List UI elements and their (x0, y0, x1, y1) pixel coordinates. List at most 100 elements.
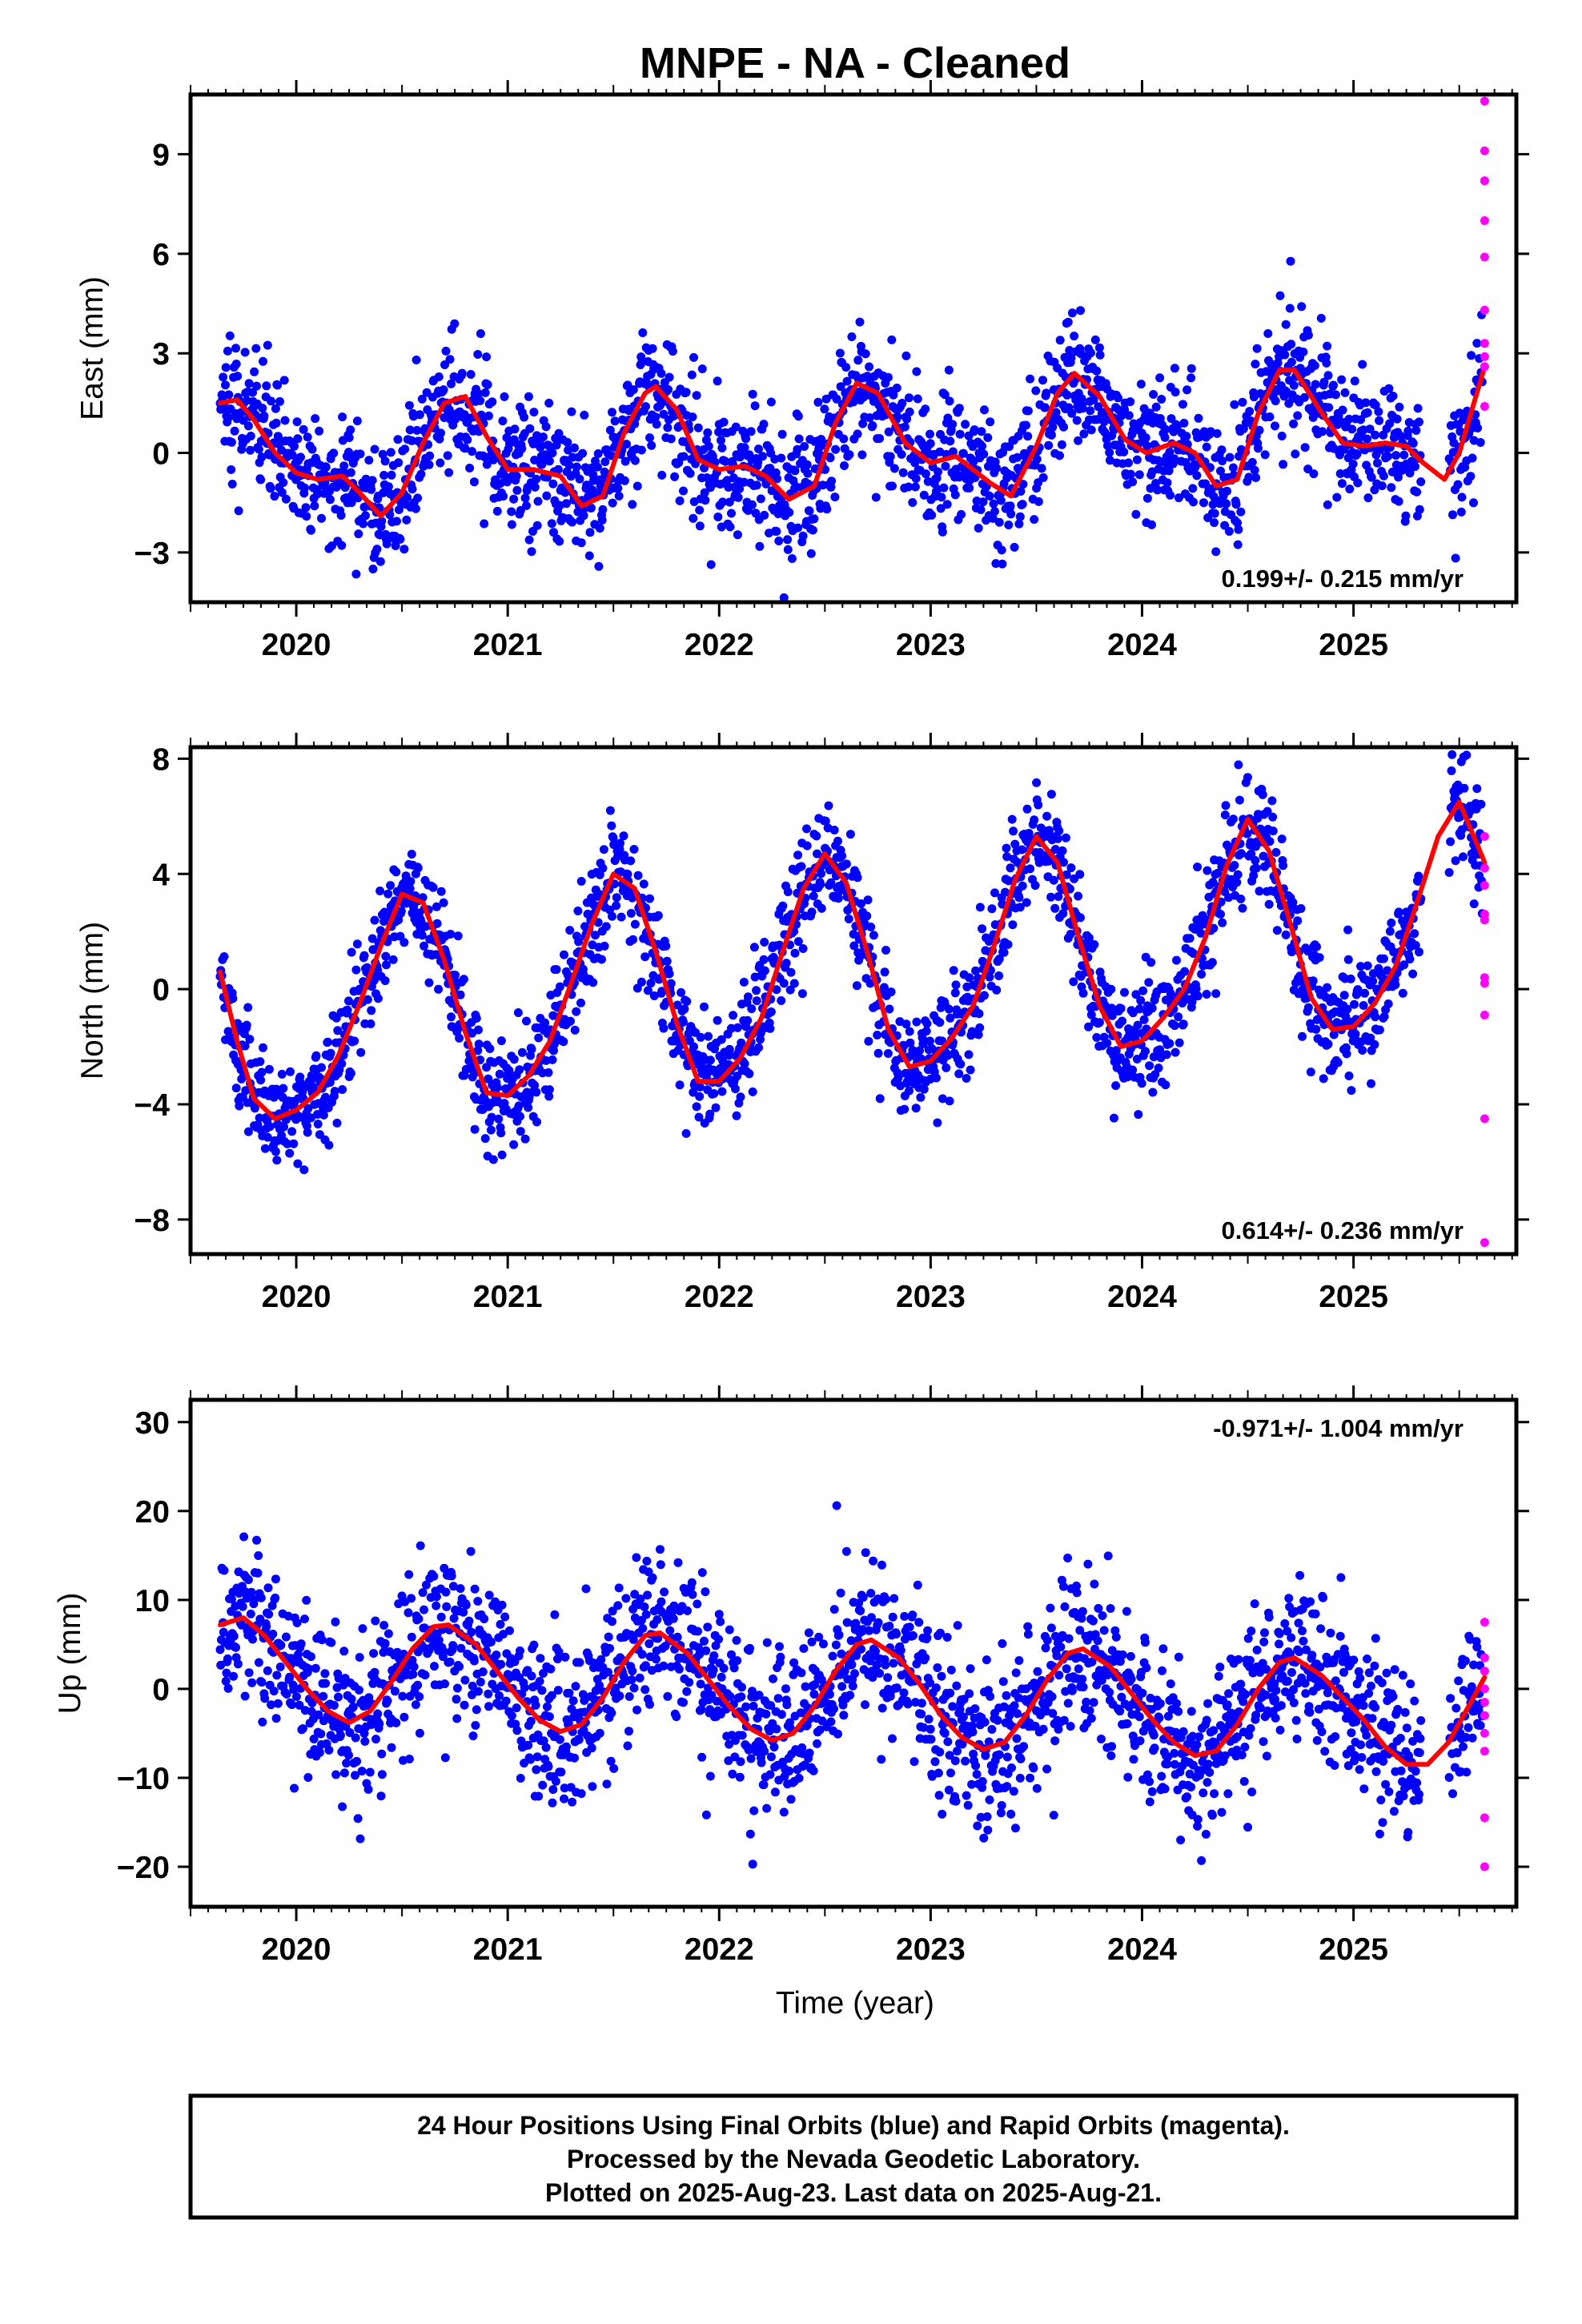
north-final-point (1030, 815, 1039, 825)
north-final-point (1351, 1029, 1360, 1039)
north-final-point (1255, 887, 1264, 896)
east-final-point (1124, 411, 1134, 420)
up-final-point (331, 1770, 341, 1779)
north-final-point (1042, 811, 1052, 821)
east-final-point (483, 380, 492, 389)
east-final-point (965, 483, 974, 493)
north-final-point (496, 1036, 506, 1046)
north-final-point (809, 891, 818, 901)
up-final-point (222, 1668, 231, 1678)
north-final-point (966, 1065, 975, 1075)
east-final-point (1277, 432, 1287, 440)
up-final-point (271, 1714, 281, 1723)
east-final-point (1153, 485, 1162, 495)
north-final-point (396, 907, 406, 916)
east-final-point (593, 449, 603, 458)
north-final-point (1312, 942, 1321, 951)
up-final-point (317, 1635, 327, 1645)
north-data-layer (215, 750, 1489, 1248)
north-final-point (474, 1025, 483, 1035)
north-rapid-point (1480, 915, 1489, 925)
east-final-point (614, 491, 624, 501)
east-final-point (1070, 332, 1079, 341)
north-x-tick-label: 2023 (896, 1280, 966, 1314)
north-final-point (1339, 991, 1349, 1000)
east-final-point (1338, 405, 1347, 415)
north-final-point (636, 977, 646, 987)
east-final-point (240, 348, 250, 357)
up-final-point (307, 1652, 315, 1662)
up-final-point (315, 1747, 324, 1757)
north-final-point (344, 996, 353, 1006)
north-final-point (748, 1087, 757, 1096)
north-final-point (303, 1128, 312, 1137)
east-final-point (257, 452, 267, 462)
east-final-point (525, 424, 535, 433)
up-final-point (432, 1601, 441, 1610)
east-final-point (1128, 477, 1138, 487)
north-final-point (1076, 913, 1085, 923)
east-final-point (665, 372, 674, 382)
north-final-point (356, 1047, 366, 1057)
up-final-point (434, 1635, 444, 1645)
north-y-axis-label: North (mm) (75, 922, 110, 1080)
east-final-point (858, 419, 868, 428)
east-final-point (1468, 453, 1477, 463)
east-final-point (1244, 472, 1254, 482)
north-final-point (1371, 1012, 1380, 1022)
east-final-point (520, 412, 529, 422)
up-final-point (304, 1664, 314, 1674)
north-final-point (1360, 988, 1370, 998)
east-final-point (271, 418, 281, 428)
north-final-point (283, 1139, 292, 1148)
north-final-point (994, 971, 1004, 980)
north-final-point (862, 911, 872, 921)
east-final-point (994, 517, 1004, 527)
east-final-point (759, 420, 769, 429)
up-final-point (314, 1710, 323, 1719)
north-final-point (1368, 976, 1378, 986)
north-final-point (612, 901, 621, 911)
east-final-point (524, 392, 533, 401)
north-final-point (555, 982, 564, 991)
north-final-point (231, 1084, 241, 1093)
up-final-point (281, 1632, 291, 1642)
up-final-point (269, 1687, 279, 1696)
north-final-point (974, 1009, 984, 1019)
east-final-point (638, 328, 648, 337)
east-final-point (404, 400, 414, 410)
east-final-point (576, 538, 586, 548)
north-final-point (407, 850, 416, 859)
east-final-point (1453, 480, 1463, 489)
east-final-point (246, 445, 255, 455)
up-final-point (441, 1587, 451, 1597)
up-final-point (407, 1632, 416, 1642)
east-final-point (608, 408, 616, 417)
up-final-point (311, 1663, 320, 1673)
up-final-point (357, 1767, 367, 1776)
east-final-point (529, 408, 539, 417)
north-final-point (785, 985, 795, 995)
north-final-point (1107, 1003, 1117, 1013)
north-final-point (978, 924, 987, 934)
east-final-point (1319, 377, 1329, 387)
east-final-point (805, 506, 814, 516)
east-final-point (1374, 407, 1383, 416)
east-final-point (865, 362, 874, 372)
east-final-point (693, 423, 703, 432)
east-final-point (480, 388, 490, 397)
east-final-point (905, 407, 914, 416)
east-final-point (648, 344, 657, 353)
east-final-point (1170, 454, 1179, 464)
east-final-point (412, 425, 422, 435)
east-final-point (1074, 436, 1083, 445)
east-final-point (777, 453, 786, 463)
east-final-point (1042, 388, 1051, 398)
north-final-point (323, 1037, 332, 1047)
north-final-point (351, 965, 361, 975)
east-final-point (1162, 478, 1172, 488)
up-final-point (260, 1694, 270, 1703)
north-final-point (797, 862, 806, 871)
east-final-point (978, 441, 987, 451)
north-final-point (1370, 1039, 1379, 1049)
